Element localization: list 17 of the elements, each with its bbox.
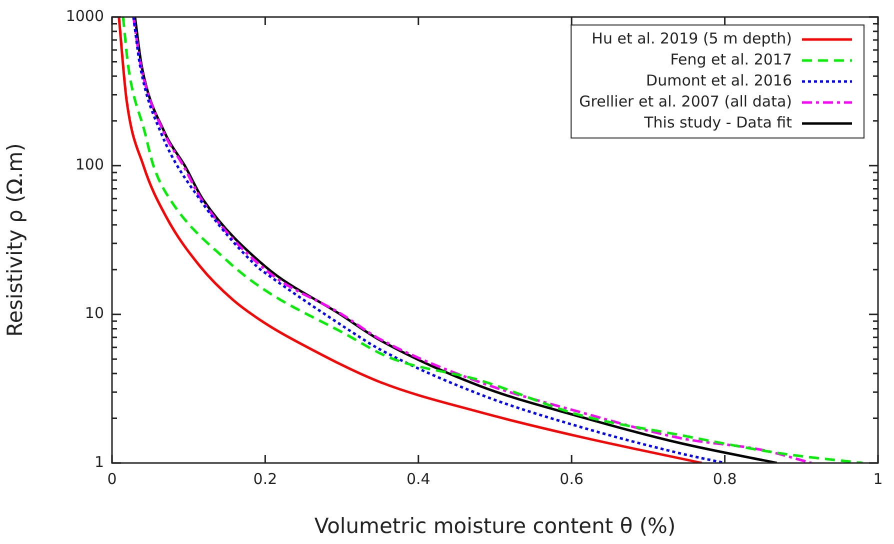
y-tick-label: 1000 — [66, 6, 104, 25]
x-axis-title: Volumetric moisture content θ (%) — [314, 514, 676, 538]
x-tick-label: 0.8 — [712, 470, 737, 488]
legend-label: Grellier et al. 2007 (all data) — [579, 92, 792, 110]
legend-label: Hu et al. 2019 (5 m depth) — [592, 29, 792, 48]
legend-label: Feng et al. 2017 — [670, 50, 792, 68]
legend-label: This study - Data fit — [643, 113, 792, 132]
x-tick-label: 0 — [107, 470, 117, 488]
y-tick-label: 100 — [75, 156, 104, 174]
x-tick-label: 0.6 — [560, 470, 584, 488]
x-tick-label: 1 — [873, 470, 883, 488]
x-tick-label: 0.2 — [253, 470, 278, 488]
y-axis-title: Resistivity ρ (Ω.m) — [3, 143, 28, 337]
x-tick-label: 0.4 — [406, 470, 430, 488]
y-tick-label: 1 — [94, 452, 104, 471]
y-tick-label: 10 — [84, 304, 104, 322]
legend-label: Dumont et al. 2016 — [646, 71, 792, 90]
